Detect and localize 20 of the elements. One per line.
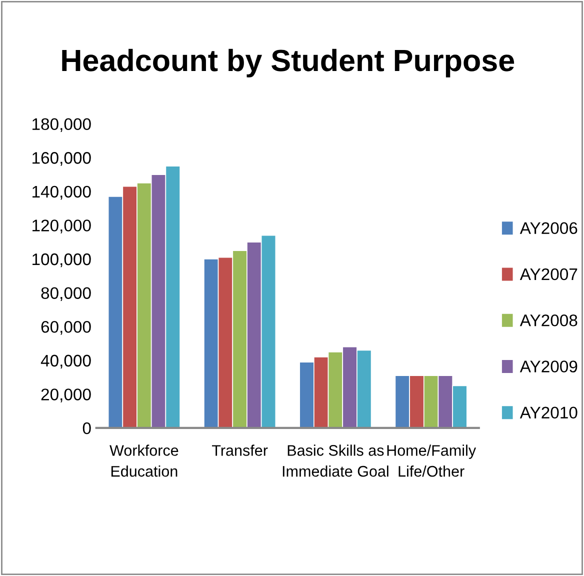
- y-tick-label: 120,000: [32, 220, 91, 234]
- y-tick-label: 40,000: [40, 354, 91, 369]
- y-tick-label: 60,000: [41, 320, 91, 335]
- legend-label: AY2010: [520, 406, 578, 419]
- x-tick-label: Transfer: [212, 444, 268, 456]
- legend-label: AY2007: [520, 268, 578, 280]
- y-tick-label: 100,000: [32, 253, 91, 268]
- y-tick-label: 180,000: [32, 118, 91, 132]
- y-tick-label: 0: [82, 422, 91, 434]
- y-tick-label: 160,000: [32, 152, 91, 166]
- y-tick-label: 80,000: [41, 287, 91, 301]
- x-tick-label: Workforce Education: [110, 444, 178, 477]
- x-tick-label: Basic Skills as Immediate Goal: [282, 444, 388, 477]
- chart-title: Headcount by Student Purpose: [62, 48, 514, 78]
- y-tick-label: 140,000: [32, 186, 91, 200]
- legend-label: AY2009: [520, 360, 578, 372]
- legend-label: AY2006: [520, 222, 578, 234]
- y-tick-label: 20,000: [41, 388, 91, 402]
- legend-label: AY2008: [520, 314, 578, 326]
- x-tick-label: Home/Family Life/Other: [387, 444, 476, 477]
